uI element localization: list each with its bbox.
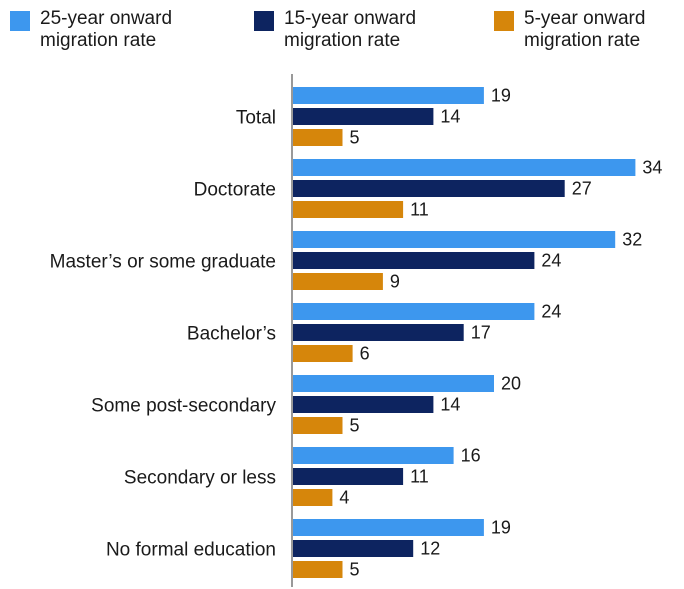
bar-3-0	[292, 303, 535, 320]
bar-2-0	[292, 231, 616, 248]
data-label-2-0: 32	[622, 230, 642, 250]
data-label-6-0: 19	[491, 518, 511, 538]
legend-swatch-15-year	[254, 11, 274, 31]
legend-swatch-5-year	[494, 11, 514, 31]
bar-6-1	[292, 540, 414, 557]
data-label-1-2: 11	[410, 200, 429, 220]
legend-label-5-year: 5-year onward migration rate	[524, 8, 646, 51]
bar-3-2	[292, 345, 353, 362]
bar-2-2	[292, 273, 383, 290]
data-label-3-0: 24	[541, 302, 561, 322]
category-label-1: Doctorate	[194, 180, 276, 201]
category-label-4: Some post-secondary	[91, 396, 276, 417]
data-label-6-1: 12	[420, 539, 440, 559]
bar-1-0	[292, 159, 636, 176]
bar-1-2	[292, 201, 404, 218]
data-label-2-1: 24	[541, 251, 561, 271]
bar-0-1	[292, 108, 434, 125]
bar-5-1	[292, 468, 404, 485]
bar-6-0	[292, 519, 484, 536]
data-label-5-2: 4	[339, 488, 349, 508]
bar-6-2	[292, 561, 343, 578]
data-label-0-0: 19	[491, 86, 511, 106]
data-label-4-0: 20	[501, 374, 521, 394]
legend: 25-year onward migration rate 15-year on…	[0, 8, 684, 58]
legend-item-15-year: 15-year onward migration rate	[254, 8, 464, 52]
data-label-2-2: 9	[390, 272, 400, 292]
bar-4-2	[292, 417, 343, 434]
data-label-0-2: 5	[350, 128, 360, 148]
category-label-2: Master’s or some graduate	[50, 252, 276, 273]
data-label-5-0: 16	[461, 446, 481, 466]
legend-label-15-year: 15-year onward migration rate	[284, 8, 417, 51]
legend-label-25-year: 25-year onward migration rate	[40, 8, 173, 51]
bar-4-1	[292, 396, 434, 413]
bar-4-0	[292, 375, 494, 392]
data-label-6-2: 5	[350, 560, 360, 580]
bar-1-1	[292, 180, 565, 197]
bar-5-2	[292, 489, 333, 506]
data-label-4-1: 14	[440, 395, 460, 415]
bar-2-1	[292, 252, 535, 269]
data-label-1-1: 27	[572, 179, 592, 199]
category-label-6: No formal education	[106, 540, 276, 561]
category-label-0: Total	[236, 108, 276, 129]
bar-5-0	[292, 447, 454, 464]
data-label-1-0: 34	[642, 158, 662, 178]
bar-0-2	[292, 129, 343, 146]
data-label-5-1: 11	[410, 467, 429, 487]
category-label-3: Bachelor’s	[187, 324, 276, 345]
bar-3-1	[292, 324, 464, 341]
bar-0-0	[292, 87, 484, 104]
legend-item-5-year: 5-year onward migration rate	[494, 8, 684, 52]
data-label-3-2: 6	[360, 344, 370, 364]
data-label-0-1: 14	[440, 107, 460, 127]
data-label-3-1: 17	[471, 323, 491, 343]
legend-item-25-year: 25-year onward migration rate	[10, 8, 220, 52]
legend-swatch-25-year	[10, 11, 30, 31]
data-label-4-2: 5	[350, 416, 360, 436]
category-label-5: Secondary or less	[124, 468, 276, 489]
